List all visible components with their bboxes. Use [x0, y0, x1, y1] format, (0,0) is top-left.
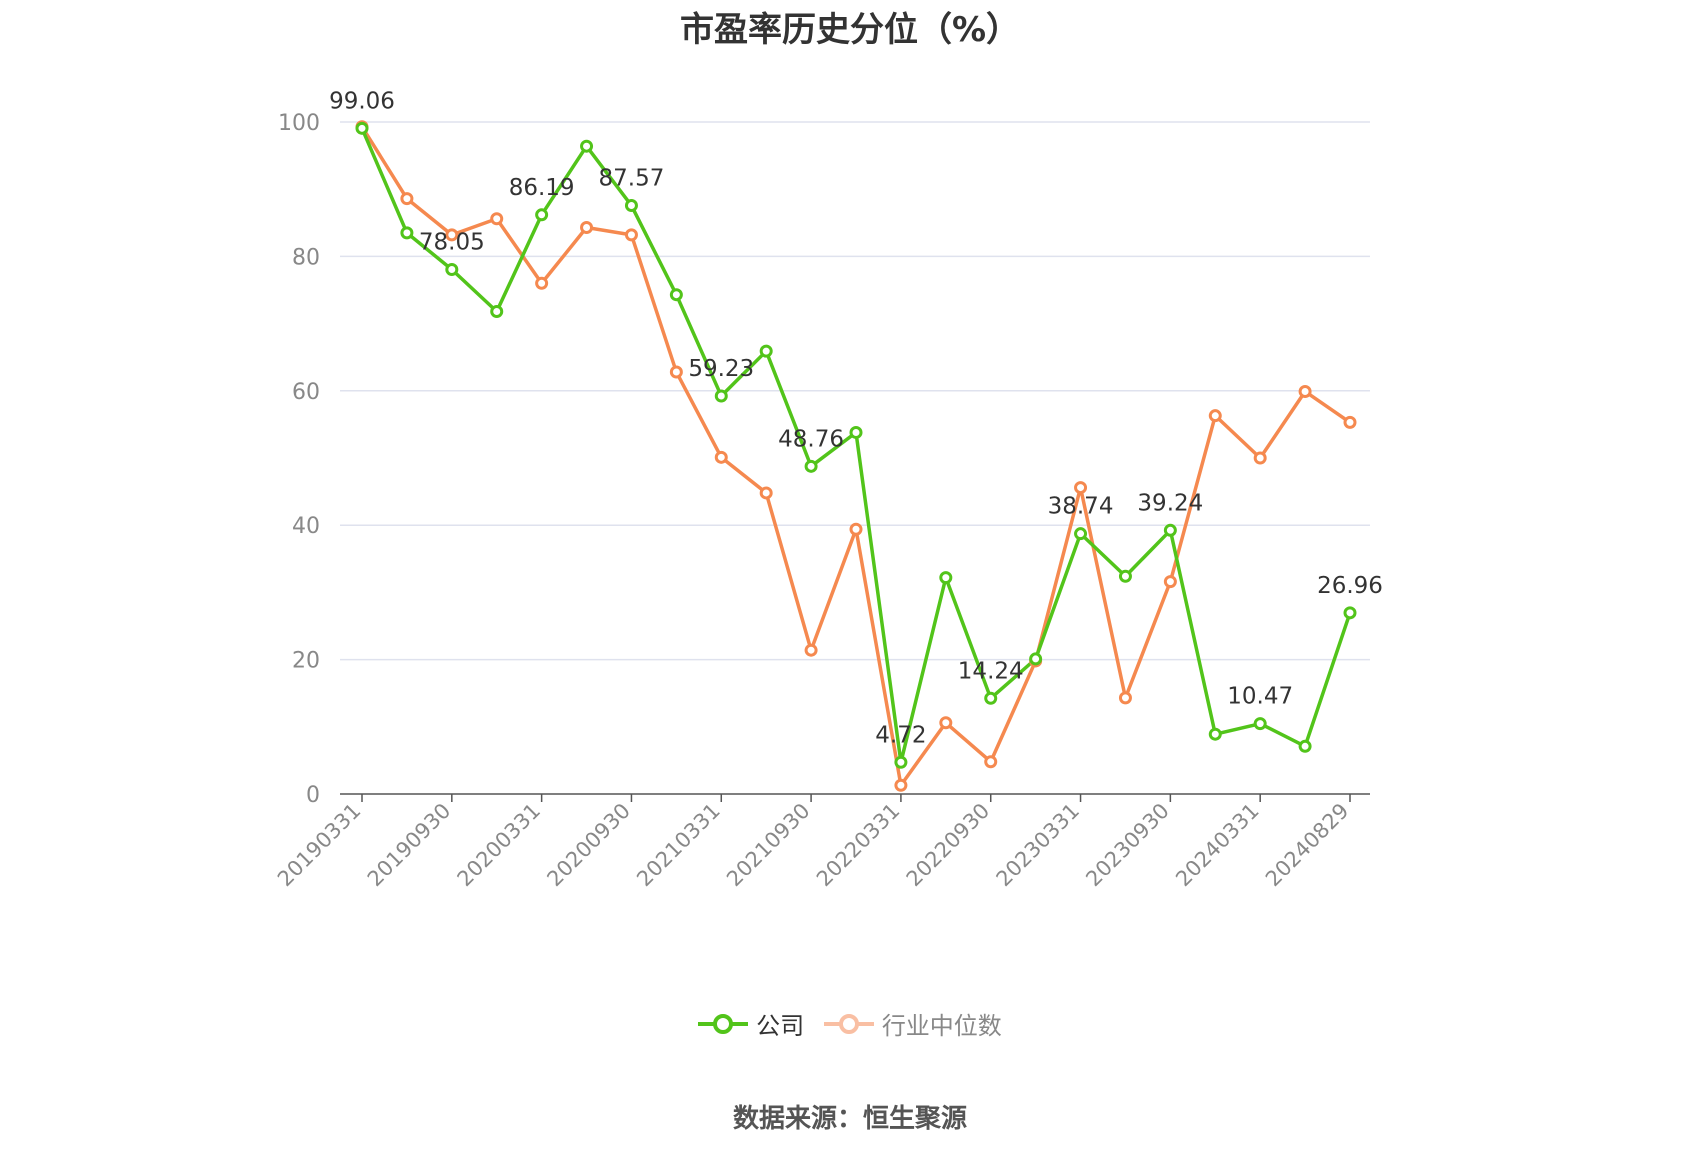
data-point-1-16[interactable] — [1074, 481, 1088, 495]
data-point-1-12[interactable] — [894, 778, 908, 792]
x-tick-label: 20200331 — [453, 799, 546, 892]
data-point-0-18[interactable] — [1163, 523, 1177, 537]
x-tick-label: 20230331 — [992, 799, 1085, 892]
data-point-0-1[interactable] — [400, 226, 414, 240]
industry-line-marker-icon — [823, 1013, 874, 1034]
data-point-1-14[interactable] — [984, 755, 998, 769]
data-point-1-22[interactable] — [1343, 415, 1357, 429]
data-point-0-22[interactable] — [1343, 606, 1357, 620]
data-point-0-10[interactable] — [804, 459, 818, 473]
y-axis-ticks: 0 20 40 60 80 100 — [278, 111, 320, 808]
data-point-1-13[interactable] — [939, 716, 953, 730]
data-label: 87.57 — [599, 166, 665, 192]
legend-label-industry: 行业中位数 — [881, 1012, 1002, 1040]
data-point-1-2[interactable] — [445, 228, 459, 242]
data-point-0-8[interactable] — [714, 389, 728, 403]
data-label: 99.06 — [329, 88, 395, 114]
y-tick-label: 40 — [292, 514, 320, 539]
data-labels: 99.06 78.05 86.19 87.57 59.23 48.76 4.72 14.24 3… — [329, 88, 1383, 748]
data-point-0-15[interactable] — [1029, 652, 1043, 666]
data-point-0-13[interactable] — [939, 571, 953, 585]
data-point-1-4[interactable] — [535, 276, 549, 290]
data-point-1-20[interactable] — [1253, 451, 1267, 465]
data-point-0-5[interactable] — [580, 139, 594, 153]
x-tick-label: 20210930 — [722, 799, 815, 892]
data-label: 26.96 — [1317, 573, 1383, 599]
data-point-1-19[interactable] — [1208, 409, 1222, 423]
data-point-0-14[interactable] — [984, 691, 998, 705]
data-point-0-2[interactable] — [445, 263, 459, 277]
data-label: 14.24 — [958, 658, 1024, 684]
data-point-1-1[interactable] — [400, 192, 414, 206]
legend-label-company: 公司 — [756, 1012, 805, 1040]
data-label: 78.05 — [419, 230, 485, 256]
x-tick-label: 20210331 — [632, 799, 725, 892]
x-tick-label: 20240331 — [1171, 799, 1264, 892]
data-label: 48.76 — [778, 426, 844, 452]
data-point-0-12[interactable] — [894, 755, 908, 769]
data-point-0-7[interactable] — [669, 288, 683, 302]
data-label: 86.19 — [509, 175, 575, 201]
data-label: 10.47 — [1227, 684, 1293, 710]
x-tick-label: 20230930 — [1081, 799, 1174, 892]
data-point-1-18[interactable] — [1163, 575, 1177, 589]
chart-title: 市盈率历史分位（%） — [679, 10, 1021, 50]
data-point-0-9[interactable] — [759, 344, 773, 358]
data-point-1-6[interactable] — [624, 228, 638, 242]
data-point-0-20[interactable] — [1253, 717, 1267, 731]
y-tick-label: 0 — [306, 783, 320, 808]
data-label: 38.74 — [1048, 494, 1114, 520]
x-tick-label: 20220331 — [812, 799, 905, 892]
x-tick-label: 20190930 — [363, 799, 456, 892]
data-point-1-17[interactable] — [1118, 691, 1132, 705]
data-point-1-11[interactable] — [849, 522, 863, 536]
data-point-0-21[interactable] — [1298, 739, 1312, 753]
series-line-1 — [360, 125, 1351, 788]
y-tick-label: 100 — [278, 111, 320, 136]
data-source-note: 数据来源：恒生聚源 — [732, 1104, 967, 1134]
y-tick-label: 80 — [292, 245, 320, 270]
data-point-1-10[interactable] — [804, 643, 818, 657]
data-point-0-6[interactable] — [624, 199, 638, 213]
data-point-0-0[interactable] — [355, 121, 369, 135]
grid-lines — [340, 121, 1370, 661]
data-point-0-3[interactable] — [490, 305, 504, 319]
legend: 公司 行业中位数 — [0, 1006, 1700, 1042]
data-point-1-8[interactable] — [714, 450, 728, 464]
series-line-0 — [360, 127, 1352, 765]
data-point-0-4[interactable] — [535, 208, 549, 222]
data-label: 59.23 — [688, 356, 754, 382]
legend-item-industry[interactable]: 行业中位数 — [823, 1006, 1002, 1041]
data-label: 39.24 — [1137, 490, 1203, 516]
company-line-marker-icon — [698, 1013, 749, 1034]
series-points — [355, 120, 1357, 792]
data-point-1-5[interactable] — [580, 221, 594, 235]
x-tick-label: 20200930 — [542, 799, 635, 892]
data-point-1-3[interactable] — [490, 212, 504, 226]
series-lines — [360, 125, 1352, 788]
data-label: 4.72 — [875, 722, 926, 748]
data-point-0-19[interactable] — [1208, 727, 1222, 741]
data-point-0-17[interactable] — [1118, 569, 1132, 583]
y-tick-label: 20 — [292, 649, 320, 674]
x-tick-label: 20220930 — [902, 799, 995, 892]
x-tick-label: 20240829 — [1261, 799, 1354, 892]
data-point-0-11[interactable] — [849, 425, 863, 439]
legend-item-company[interactable]: 公司 — [698, 1006, 804, 1041]
data-point-0-16[interactable] — [1074, 527, 1088, 541]
y-tick-label: 60 — [292, 380, 320, 405]
data-point-1-21[interactable] — [1298, 384, 1312, 398]
x-axis: 2019033120190930202003312020093020210331… — [273, 793, 1370, 892]
x-tick-label: 20190331 — [273, 799, 366, 892]
data-point-1-7[interactable] — [669, 365, 683, 379]
data-point-1-9[interactable] — [759, 486, 773, 500]
